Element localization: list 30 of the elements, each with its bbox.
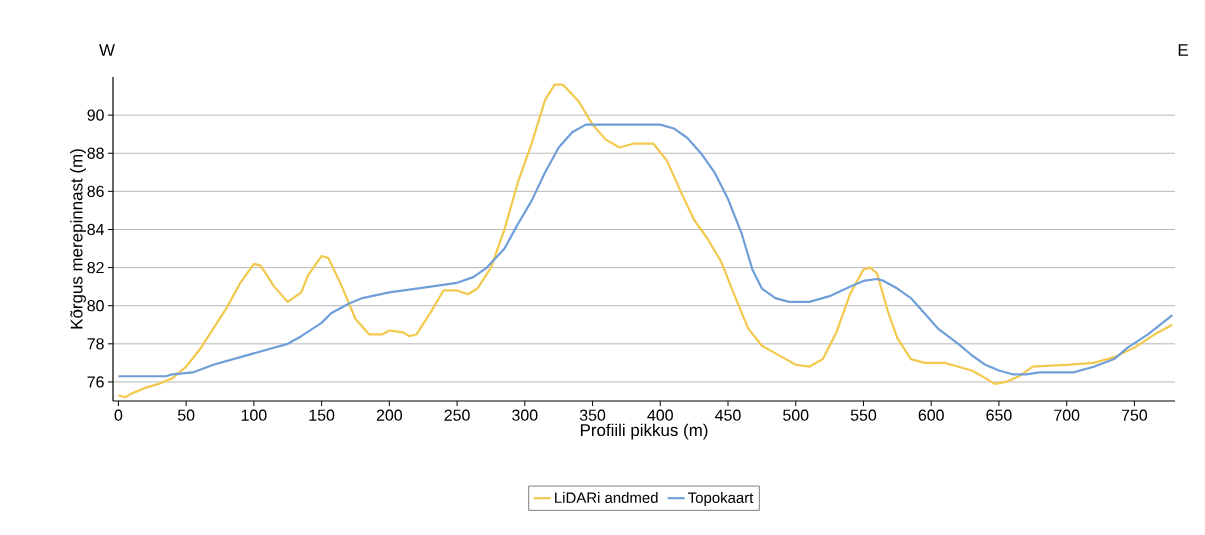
y-tick-label: 84 — [87, 223, 104, 236]
y-tick-label: 90 — [87, 109, 104, 121]
y-tick-label: 86 — [87, 185, 104, 197]
x-tick-label: 400 — [647, 409, 673, 421]
legend-label: LiDARi andmed — [555, 492, 658, 504]
x-tick-label: 0 — [114, 409, 123, 421]
x-tick-label: 100 — [241, 409, 267, 421]
x-tick-label: 650 — [986, 409, 1012, 421]
y-tick-label: 88 — [87, 147, 104, 159]
x-tick-label: 200 — [376, 409, 403, 421]
y-tick-label: 78 — [87, 338, 104, 350]
x-tick-label: 250 — [444, 409, 470, 421]
legend-label: Topokaart — [688, 492, 754, 506]
text: W — [99, 44, 115, 56]
y-tick-label: 80 — [87, 300, 104, 312]
y-axis-title: Kõrgus merepinnast (m) — [70, 149, 86, 329]
x-tick-label: 350 — [579, 409, 606, 421]
x-tick-label: 500 — [783, 409, 809, 421]
text: E — [1178, 44, 1188, 56]
x-axis-title: Profiili pikkus (m) — [580, 423, 708, 440]
x-tick-label: 300 — [512, 409, 538, 421]
x-tick-label: 50 — [177, 409, 195, 421]
y-tick-label: 82 — [87, 261, 104, 274]
x-tick-label: 700 — [1054, 409, 1080, 421]
x-tick-label: 750 — [1121, 409, 1148, 421]
x-tick-label: 550 — [850, 409, 877, 421]
x-tick-label: 600 — [918, 409, 944, 421]
y-tick-label: 76 — [87, 376, 104, 388]
x-tick-label: 150 — [309, 409, 335, 421]
x-tick-label: 450 — [715, 409, 741, 421]
